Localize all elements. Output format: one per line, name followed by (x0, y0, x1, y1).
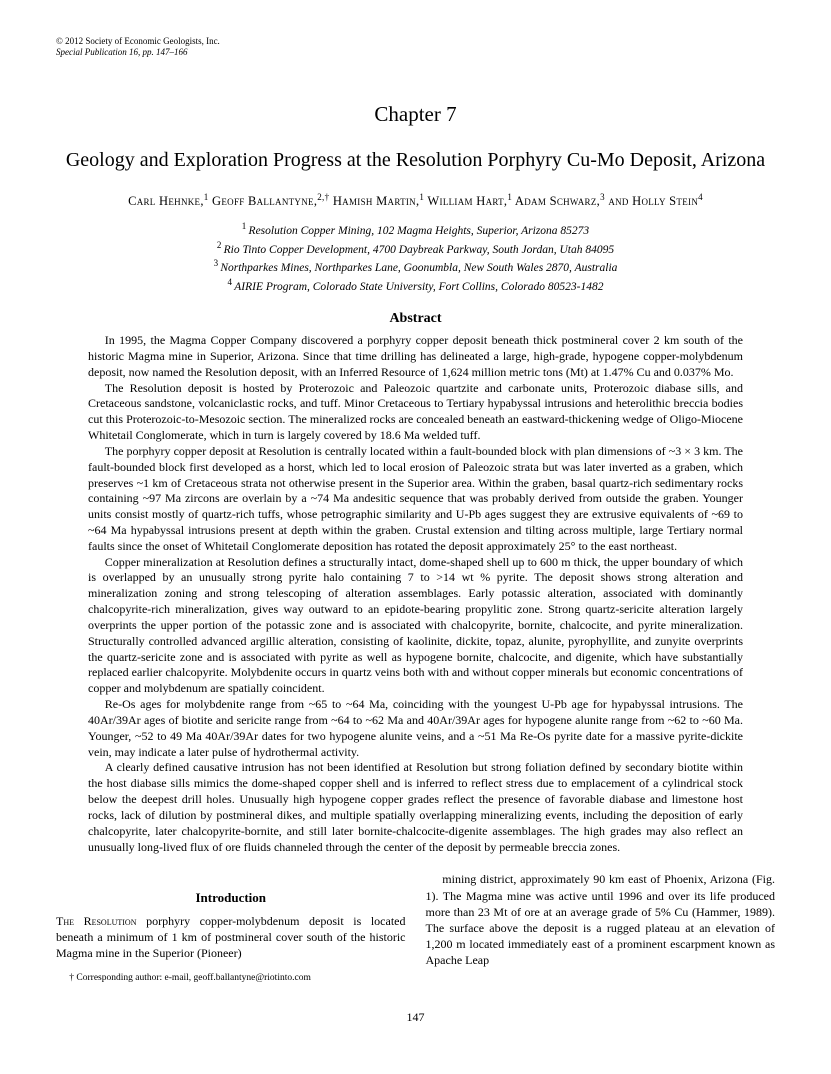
abstract-p3: The porphyry copper deposit at Resolutio… (88, 444, 743, 555)
copyright-block: © 2012 Society of Economic Geologists, I… (56, 36, 775, 58)
copyright-line1: © 2012 Society of Economic Geologists, I… (56, 36, 775, 47)
affiliation-1: 1 Resolution Copper Mining, 102 Magma He… (56, 221, 775, 237)
abstract-p6: A clearly defined causative intrusion ha… (88, 760, 743, 855)
abstract-heading: Abstract (56, 311, 775, 327)
page-container: © 2012 Society of Economic Geologists, I… (0, 0, 831, 1055)
copyright-line2: Special Publication 16, pp. 147–166 (56, 47, 775, 58)
two-column-body: Introduction The Resolution porphyry cop… (56, 871, 775, 984)
abstract-body: In 1995, the Magma Copper Company discov… (56, 333, 775, 855)
abstract-p5: Re-Os ages for molybdenite range from ~6… (88, 697, 743, 760)
page-number: 147 (56, 1010, 775, 1025)
intro-p1: The Resolution porphyry copper-molybdenu… (56, 913, 406, 962)
affiliation-3: 3 Northparkes Mines, Northparkes Lane, G… (56, 258, 775, 274)
abstract-p2: The Resolution deposit is hosted by Prot… (88, 381, 743, 444)
author-list: Carl Hehnke,1 Geoff Ballantyne,2,† Hamis… (56, 192, 775, 209)
paper-title: Geology and Exploration Progress at the … (56, 149, 775, 172)
intro-p2: mining district, approximately 90 km eas… (426, 871, 776, 968)
chapter-label: Chapter 7 (56, 102, 775, 127)
affiliation-2: 2 Rio Tinto Copper Development, 4700 Day… (56, 240, 775, 256)
abstract-p1: In 1995, the Magma Copper Company discov… (88, 333, 743, 380)
abstract-p4: Copper mineralization at Resolution defi… (88, 555, 743, 697)
corresponding-author-footnote: † Corresponding author: e-mail, geoff.ba… (56, 972, 406, 985)
affiliation-4: 4 AIRIE Program, Colorado State Universi… (56, 277, 775, 293)
introduction-heading: Introduction (56, 889, 406, 907)
